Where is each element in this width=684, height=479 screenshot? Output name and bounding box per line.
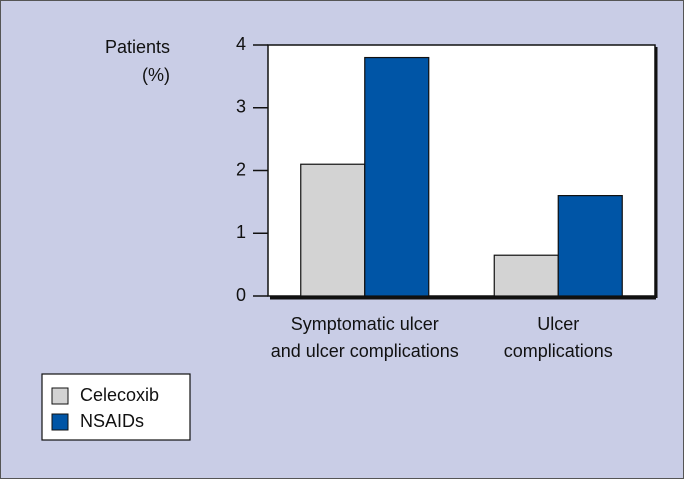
bar xyxy=(493,254,559,297)
x-tick-label: and ulcer complications xyxy=(271,341,459,361)
legend-label: Celecoxib xyxy=(80,385,159,405)
y-tick-label: 2 xyxy=(236,159,246,179)
x-tick-label: complications xyxy=(504,341,613,361)
bar xyxy=(557,195,623,297)
y-tick-label: 0 xyxy=(236,285,246,305)
legend-label: NSAIDs xyxy=(80,411,144,431)
y-axis-label: Patients xyxy=(105,37,170,57)
x-tick-label: Symptomatic ulcer xyxy=(291,314,439,334)
legend-swatch xyxy=(51,387,69,405)
legend-swatch xyxy=(51,413,69,431)
y-axis-label: (%) xyxy=(142,65,170,85)
y-tick-label: 1 xyxy=(236,222,246,242)
x-tick-label: Ulcer xyxy=(537,314,579,334)
y-tick-label: 3 xyxy=(236,97,246,117)
y-tick-label: 4 xyxy=(236,34,246,54)
bar xyxy=(364,56,430,297)
bar xyxy=(300,163,366,297)
